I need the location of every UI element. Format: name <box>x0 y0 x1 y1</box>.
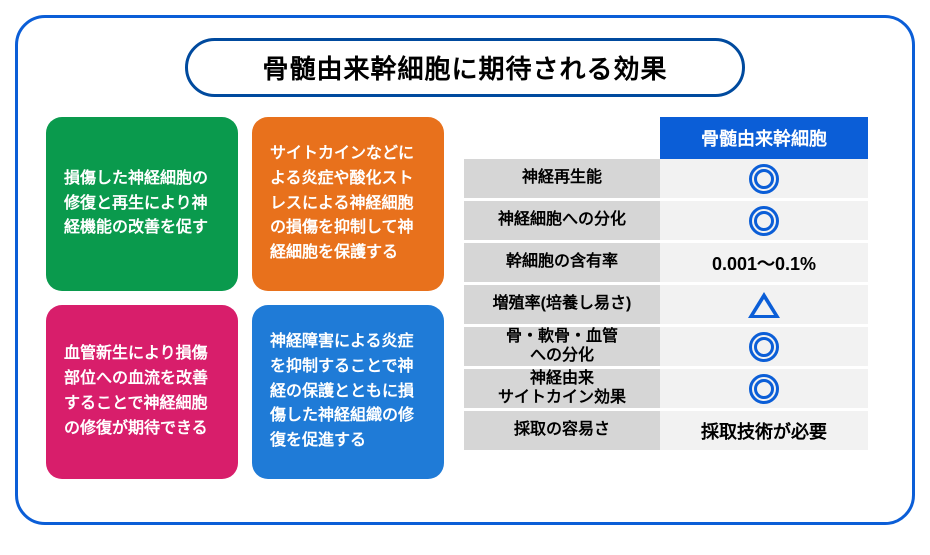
content-area: 損傷した神経細胞の修復と再生により神経機能の改善を促すサイトカインなどによる炎症… <box>46 117 884 479</box>
double-circle-icon <box>749 332 779 362</box>
table-row-value: 採取技術が必要 <box>660 411 868 453</box>
table-row-label: 神経細胞への分化 <box>464 201 660 243</box>
triangle-icon <box>748 292 780 318</box>
table-row-label: 幹細胞の含有率 <box>464 243 660 285</box>
table-row-value <box>660 327 868 369</box>
info-card-0: 損傷した神経細胞の修復と再生により神経機能の改善を促す <box>46 117 238 291</box>
table-row-value: 0.001～0.1% <box>660 243 868 285</box>
cards-grid: 損傷した神経細胞の修復と再生により神経機能の改善を促すサイトカインなどによる炎症… <box>46 117 444 479</box>
table-row-label: 神経由来サイトカイン効果 <box>464 369 660 411</box>
info-card-2: 血管新生により損傷部位への血流を改善することで神経細胞の修復が期待できる <box>46 305 238 479</box>
double-circle-icon <box>749 206 779 236</box>
table-row-label: 採取の容易さ <box>464 411 660 453</box>
table-header: 骨髄由来幹細胞 <box>660 117 868 159</box>
double-circle-icon <box>749 164 779 194</box>
table-row-value <box>660 159 868 201</box>
double-circle-icon <box>749 374 779 404</box>
info-card-3: 神経障害による炎症を抑制することで神経の保護とともに損傷した神経組織の修復を促進… <box>252 305 444 479</box>
table-row-value <box>660 285 868 327</box>
table-row-label: 骨・軟骨・血管への分化 <box>464 327 660 369</box>
table-header-blank <box>464 117 660 159</box>
info-card-1: サイトカインなどによる炎症や酸化ストレスによる神経細胞の損傷を抑制して神経細胞を… <box>252 117 444 291</box>
table-row-label: 増殖率(培養し易さ) <box>464 285 660 327</box>
table-row-value <box>660 369 868 411</box>
info-panel: 骨髄由来幹細胞に期待される効果 損傷した神経細胞の修復と再生により神経機能の改善… <box>15 15 915 525</box>
comparison-table: 骨髄由来幹細胞神経再生能神経細胞への分化幹細胞の含有率0.001～0.1%増殖率… <box>464 117 884 453</box>
table-row-value <box>660 201 868 243</box>
table-row-label: 神経再生能 <box>464 159 660 201</box>
page-title: 骨髄由来幹細胞に期待される効果 <box>185 38 745 97</box>
